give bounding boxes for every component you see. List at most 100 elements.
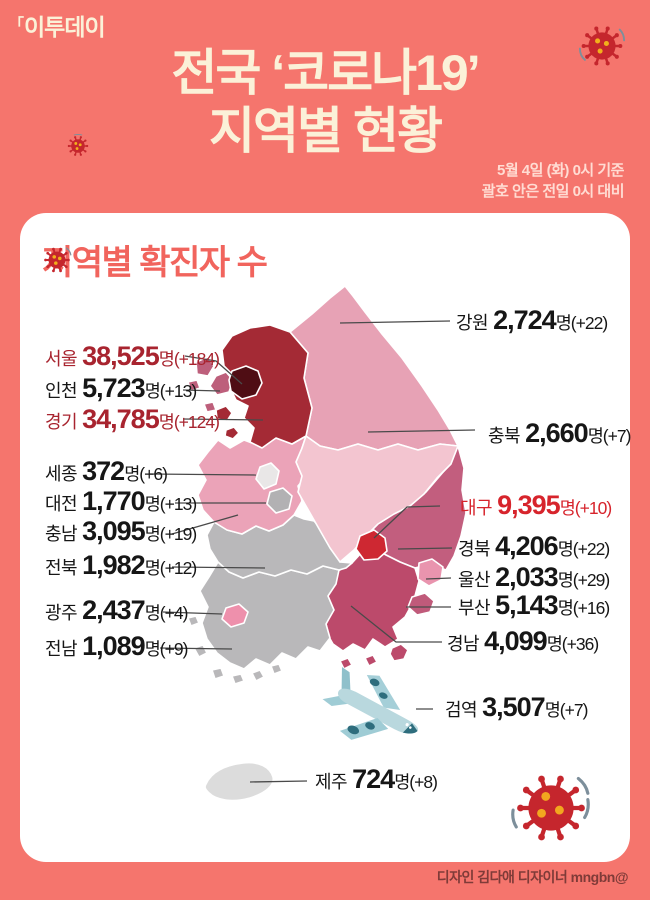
map-islands-gyeonggi bbox=[215, 405, 240, 440]
stat-sejong: 세종 372 명(+6) bbox=[45, 456, 168, 490]
region-name: 광주 bbox=[45, 603, 78, 623]
region-value: 4,099 bbox=[484, 626, 548, 656]
callout-gyeonggi bbox=[182, 418, 264, 421]
region-name: 검역 bbox=[445, 700, 478, 720]
map-region-seoul bbox=[228, 365, 263, 400]
region-value: 2,724 bbox=[493, 305, 557, 335]
date-note: 5월 4일 (화) 0시 기준 괄호 안은 전일 0시 대비 bbox=[481, 160, 625, 202]
callout-seoul bbox=[184, 355, 243, 385]
stat-ulsan: 울산 2,033 명(+29) bbox=[458, 562, 610, 596]
callout-gwangju bbox=[162, 611, 223, 615]
region-delta: 명(+184) bbox=[158, 349, 220, 369]
credit-text: 디자인 김다애 디자이너 mngbn@ bbox=[436, 869, 629, 885]
map-region-gwangju bbox=[221, 603, 249, 628]
region-delta: 명(+6) bbox=[124, 464, 168, 484]
page-title-line1: 전국 ‘코로나19’ bbox=[171, 45, 480, 101]
callout-sejong bbox=[149, 473, 257, 476]
region-delta: 명(+22) bbox=[557, 539, 610, 559]
region-value: 34,785 bbox=[82, 404, 160, 434]
region-name: 울산 bbox=[458, 570, 491, 590]
virus-icon bbox=[578, 26, 626, 66]
page-title-line2: 지역별 현황 bbox=[209, 103, 443, 159]
map-region-ulsan bbox=[417, 558, 444, 587]
region-name: 충남 bbox=[45, 524, 78, 544]
callout-incheon bbox=[182, 389, 221, 392]
region-value: 2,033 bbox=[495, 562, 559, 592]
virus-icon-small bbox=[67, 134, 89, 156]
region-delta: 명(+9) bbox=[144, 639, 189, 659]
region-value: 4,206 bbox=[495, 531, 559, 561]
region-name: 경기 bbox=[45, 412, 78, 432]
stat-chungbuk: 충북 2,660 명(+7) bbox=[488, 418, 631, 452]
region-value: 1,770 bbox=[82, 486, 146, 516]
stat-gwangju: 광주 2,437 명(+4) bbox=[45, 595, 189, 629]
stat-daegu: 대구 9,395 명(+10) bbox=[460, 490, 612, 524]
region-value: 9,395 bbox=[497, 490, 561, 520]
virus-icon-title bbox=[44, 247, 72, 272]
map-region-sejong bbox=[255, 462, 280, 490]
region-delta: 명(+16) bbox=[557, 598, 610, 618]
virus-icon-large bbox=[511, 775, 590, 841]
stat-chungnam: 충남 3,095 명(+19) bbox=[45, 516, 197, 550]
region-name: 세종 bbox=[45, 464, 78, 484]
region-delta: 명(+29) bbox=[557, 570, 610, 590]
region-name: 부산 bbox=[458, 598, 491, 618]
map-region-daegu bbox=[355, 529, 388, 561]
region-name: 대구 bbox=[460, 498, 493, 518]
stat-gyeongbuk: 경북 4,206 명(+22) bbox=[458, 531, 610, 565]
page-title: 전국 ‘코로나19’ 지역별 현황 bbox=[0, 44, 650, 160]
etoday-logo: 「이투데이 bbox=[9, 8, 106, 42]
callout-lines bbox=[149, 320, 476, 783]
callout-chungbuk bbox=[367, 429, 476, 433]
region-delta: 명(+12) bbox=[144, 558, 197, 578]
logo-text: 이투데이 bbox=[24, 14, 106, 40]
stat-daejeon: 대전 1,770 명(+13) bbox=[45, 486, 197, 520]
region-delta: 명(+13) bbox=[144, 381, 197, 401]
region-value: 38,525 bbox=[82, 341, 160, 371]
date-line2: 괄호 안은 전일 0시 대비 bbox=[481, 183, 625, 200]
stat-jeonbuk: 전북 1,982 명(+12) bbox=[45, 550, 197, 584]
date-line1: 5월 4일 (화) 0시 기준 bbox=[497, 162, 625, 179]
region-name: 대전 bbox=[45, 494, 78, 514]
region-value: 3,095 bbox=[82, 516, 146, 546]
region-name: 전북 bbox=[45, 558, 78, 578]
stat-seoul: 서울 38,525 명(+184) bbox=[45, 341, 220, 375]
stat-jeju: 제주 724 명(+8) bbox=[315, 764, 438, 798]
callout-jeju bbox=[249, 780, 308, 783]
stat-jeonnam: 전남 1,089 명(+9) bbox=[45, 631, 189, 665]
region-name: 경북 bbox=[458, 539, 491, 559]
card-title-text: 지역별 확진자 수 bbox=[42, 244, 268, 282]
region-delta: 명(+7) bbox=[544, 700, 589, 720]
region-delta: 명(+13) bbox=[144, 494, 197, 514]
callout-jeonnam bbox=[159, 647, 233, 650]
callout-chungnam bbox=[171, 514, 239, 535]
stat-quarantine: 검역 3,507 명(+7) bbox=[445, 692, 589, 726]
stats-card: 지역별 확진자 수 bbox=[20, 213, 631, 862]
airplane-icon bbox=[322, 667, 419, 740]
callout-daegu bbox=[373, 505, 441, 539]
region-value: 1,089 bbox=[82, 631, 146, 661]
region-value: 2,437 bbox=[82, 595, 146, 625]
region-delta: 명(+4) bbox=[144, 603, 189, 623]
region-delta: 명(+8) bbox=[394, 772, 438, 792]
region-delta: 명(+22) bbox=[555, 313, 608, 333]
callout-gyeongnam bbox=[350, 605, 442, 643]
map-region-jeju bbox=[204, 761, 275, 802]
map-region-gangwon bbox=[289, 285, 459, 451]
region-value: 724 bbox=[352, 764, 395, 794]
map-islands-gyeongnam bbox=[339, 643, 409, 670]
korea-map bbox=[149, 285, 476, 802]
card-title: 지역별 확진자 수 bbox=[42, 235, 268, 284]
region-name: 인천 bbox=[45, 381, 78, 401]
map-region-jeonnam bbox=[199, 561, 340, 670]
map-region-daejeon bbox=[266, 487, 293, 514]
region-name: 제주 bbox=[315, 772, 348, 792]
stat-busan: 부산 5,143 명(+16) bbox=[458, 590, 610, 624]
map-region-chungbuk bbox=[295, 435, 459, 563]
region-value: 1,982 bbox=[82, 550, 146, 580]
region-delta: 명(+10) bbox=[559, 498, 612, 518]
callout-jeonbuk bbox=[171, 566, 266, 569]
stat-gyeongnam: 경남 4,099 명(+36) bbox=[447, 626, 599, 660]
logo-mark: 「 bbox=[9, 16, 24, 33]
